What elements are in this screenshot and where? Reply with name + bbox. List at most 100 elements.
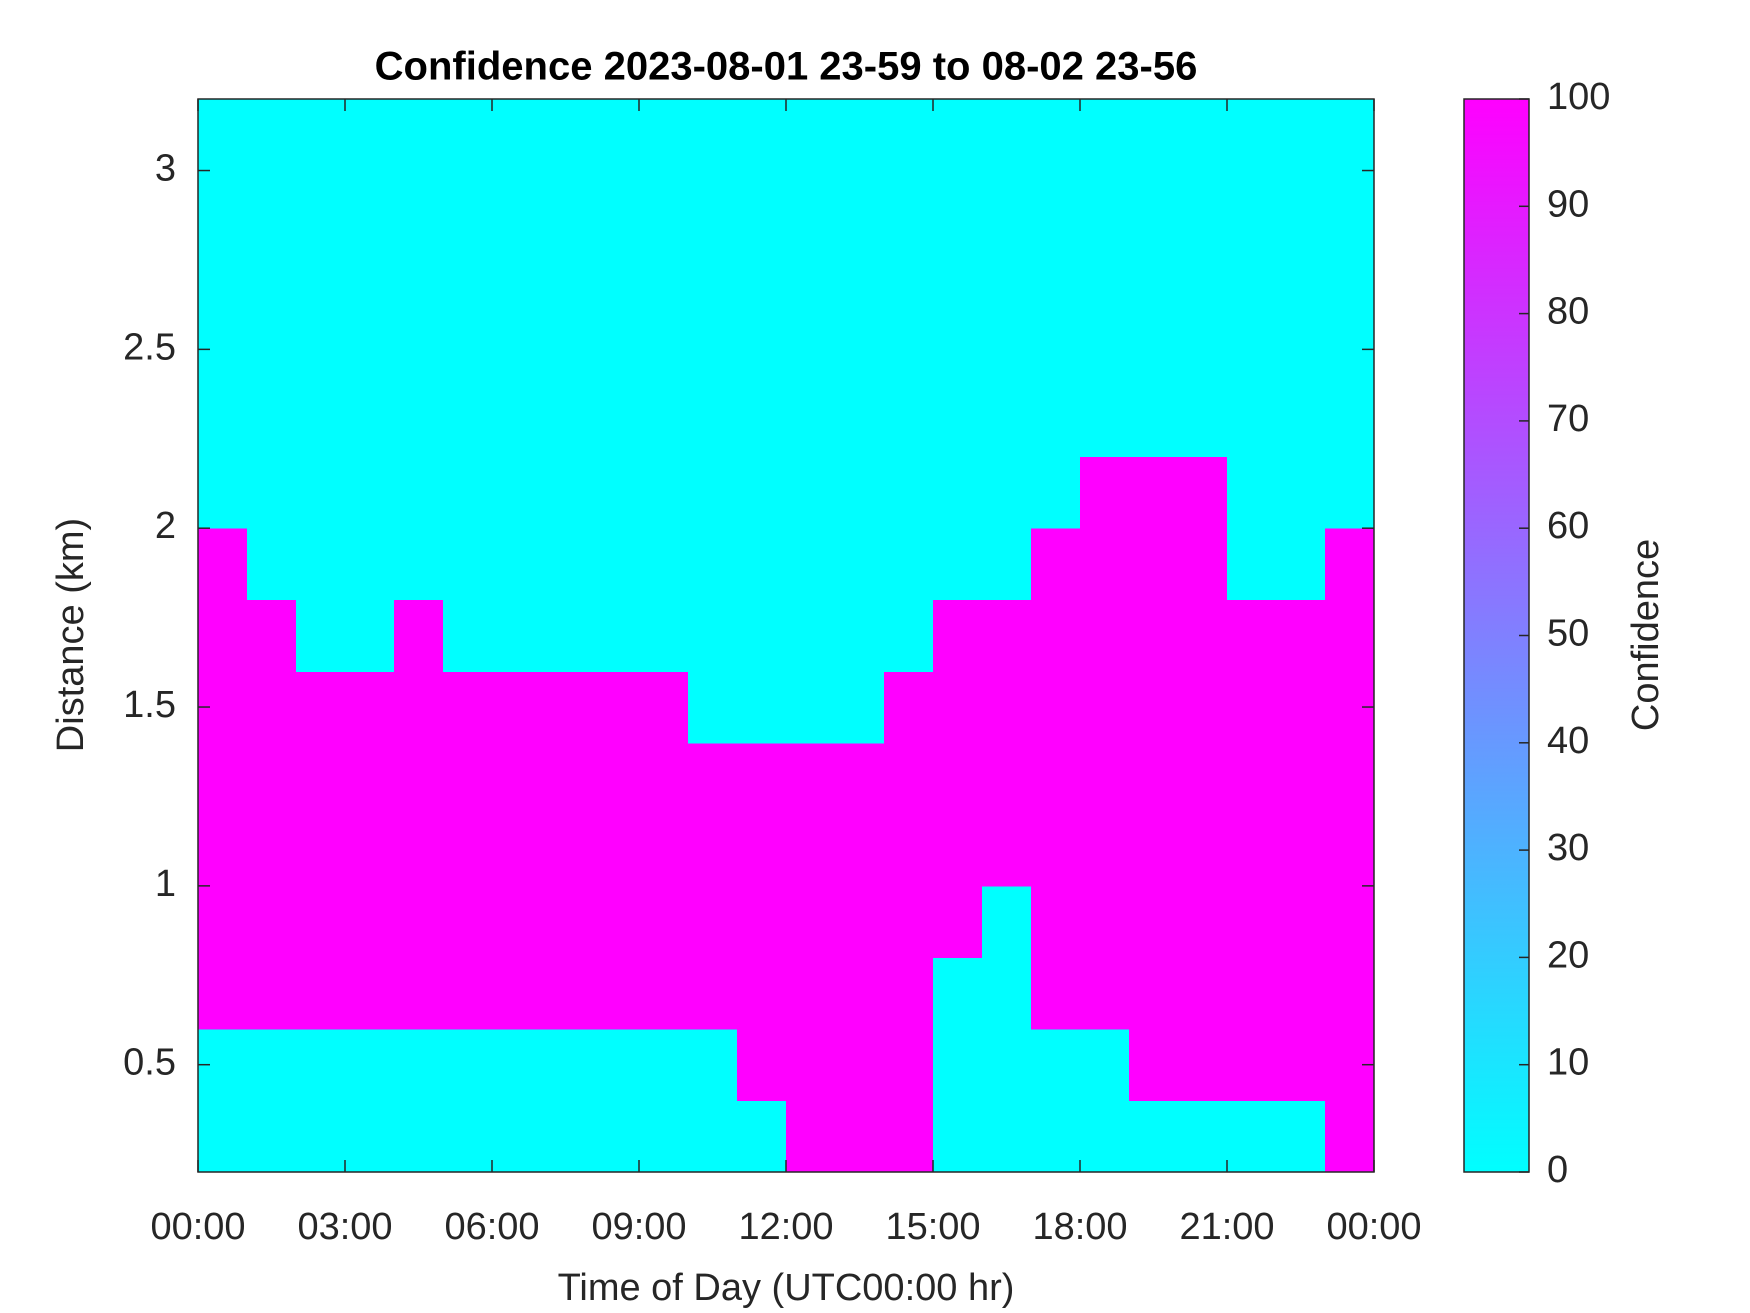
- heatmap-cell: [1276, 885, 1326, 958]
- heatmap-cell: [982, 242, 1032, 315]
- heatmap-cell: [982, 1100, 1032, 1173]
- heatmap-cell: [639, 885, 689, 958]
- heatmap-cell: [492, 1028, 542, 1101]
- heatmap-cell: [933, 242, 983, 315]
- heatmap-cell: [1227, 170, 1277, 243]
- heatmap-cell: [345, 242, 395, 315]
- heatmap-cell: [884, 1100, 934, 1173]
- heatmap-cell: [933, 957, 983, 1030]
- heatmap-cell: [296, 742, 346, 815]
- heatmap-cell: [737, 242, 787, 315]
- heatmap-cell: [1031, 313, 1081, 386]
- heatmap-cell: [394, 814, 444, 887]
- heatmap-cell: [688, 456, 738, 529]
- heatmap-cell: [1129, 957, 1179, 1030]
- heatmap-cell: [590, 742, 640, 815]
- heatmap-cell: [541, 599, 591, 672]
- heatmap-cell: [688, 385, 738, 458]
- heatmap-cell: [492, 957, 542, 1030]
- heatmap-cell: [1227, 957, 1277, 1030]
- heatmap-cell: [541, 1100, 591, 1173]
- heatmap-cell: [1276, 671, 1326, 744]
- colorbar-tick-label: 70: [1547, 398, 1589, 440]
- heatmap-cell: [590, 957, 640, 1030]
- heatmap-cell: [1325, 599, 1375, 672]
- heatmap-cell: [247, 385, 297, 458]
- heatmap-cell: [590, 313, 640, 386]
- heatmap-cell: [1178, 456, 1228, 529]
- heatmap-cell: [1276, 814, 1326, 887]
- heatmap-cell: [737, 170, 787, 243]
- heatmap-cell: [1031, 1028, 1081, 1101]
- heatmap-cell: [639, 99, 689, 172]
- heatmap-cell: [835, 456, 885, 529]
- heatmap-cell: [541, 1028, 591, 1101]
- heatmap-cell: [247, 170, 297, 243]
- heatmap-cell: [247, 313, 297, 386]
- heatmap-cell: [590, 170, 640, 243]
- heatmap-cell: [198, 99, 248, 172]
- heatmap-cell: [345, 1028, 395, 1101]
- heatmap-cell: [835, 885, 885, 958]
- heatmap-cell: [1178, 242, 1228, 315]
- colorbar-tick-label: 0: [1547, 1149, 1568, 1191]
- heatmap-cell: [345, 456, 395, 529]
- y-tick-label: 3: [155, 148, 176, 190]
- colorbar-tick-label: 90: [1547, 183, 1589, 225]
- heatmap-cell: [394, 1028, 444, 1101]
- heatmap-cell: [884, 671, 934, 744]
- heatmap-cell: [835, 599, 885, 672]
- heatmap-cell: [1129, 242, 1179, 315]
- heatmap-cell: [982, 1028, 1032, 1101]
- heatmap-cell: [1080, 742, 1130, 815]
- heatmap-cell: [1227, 1028, 1277, 1101]
- heatmap-cell: [541, 885, 591, 958]
- heatmap-cell: [1080, 814, 1130, 887]
- heatmap-cell: [1178, 528, 1228, 601]
- heatmap-cell: [296, 313, 346, 386]
- x-tick-label: 03:00: [297, 1206, 392, 1248]
- heatmap-cell: [1325, 885, 1375, 958]
- heatmap-cell: [786, 885, 836, 958]
- colorbar-tick-label: 40: [1547, 720, 1589, 762]
- heatmap-cell: [1276, 99, 1326, 172]
- heatmap-cell: [541, 99, 591, 172]
- heatmap-cell: [198, 1100, 248, 1173]
- heatmap-cell: [786, 671, 836, 744]
- heatmap-cell: [1031, 1100, 1081, 1173]
- heatmap-cell: [1276, 385, 1326, 458]
- heatmap-cell: [1129, 671, 1179, 744]
- heatmap-cell: [1276, 528, 1326, 601]
- heatmap-cell: [884, 599, 934, 672]
- heatmap-cell: [443, 385, 493, 458]
- heatmap-cell: [1178, 599, 1228, 672]
- heatmap-cell: [1129, 528, 1179, 601]
- heatmap-cell: [982, 814, 1032, 887]
- heatmap-cell: [835, 99, 885, 172]
- heatmap-cell: [786, 170, 836, 243]
- heatmap-cell: [737, 885, 787, 958]
- x-tick-label: 06:00: [444, 1206, 539, 1248]
- heatmap-cell: [198, 170, 248, 243]
- heatmap-cell: [786, 99, 836, 172]
- heatmap-cell: [835, 671, 885, 744]
- colorbar-tick-label: 30: [1547, 827, 1589, 869]
- heatmap-cell: [443, 170, 493, 243]
- heatmap-cell: [1080, 671, 1130, 744]
- heatmap-cell: [1031, 385, 1081, 458]
- heatmap-cell: [247, 1028, 297, 1101]
- heatmap-cell: [737, 671, 787, 744]
- heatmap-cell: [492, 242, 542, 315]
- heatmap-cell: [982, 599, 1032, 672]
- heatmap-cell: [1227, 1100, 1277, 1173]
- heatmap-cell: [345, 99, 395, 172]
- heatmap-cell: [1325, 242, 1375, 315]
- heatmap-cell: [884, 242, 934, 315]
- heatmap-cell: [198, 957, 248, 1030]
- heatmap-cell: [688, 99, 738, 172]
- heatmap-cell: [541, 242, 591, 315]
- heatmap-cell: [688, 671, 738, 744]
- heatmap-cell: [443, 99, 493, 172]
- heatmap-cell: [1031, 814, 1081, 887]
- heatmap-cell: [1080, 99, 1130, 172]
